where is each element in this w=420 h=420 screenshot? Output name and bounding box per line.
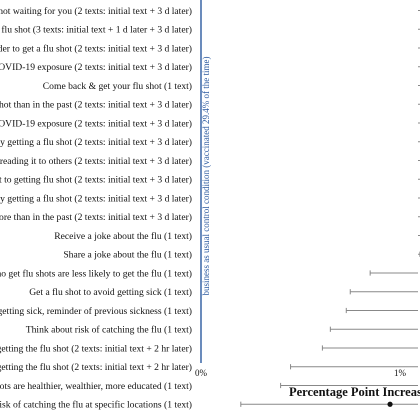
x-tick-label: 0%	[195, 368, 208, 378]
category-label: getting sick, reminder of previous sickn…	[0, 306, 192, 317]
category-label: Receive a joke about the flu (1 text)	[54, 231, 192, 242]
x-tick-label: 1%	[394, 368, 407, 378]
category-label: ninder to get a flu shot (2 texts: initi…	[0, 43, 192, 54]
control-condition-label: business as usual control condition (vac…	[201, 57, 211, 296]
category-label: hots are healthier, wealthier, more educ…	[0, 381, 192, 392]
category-label: getting the flu shot (2 texts: initial t…	[0, 362, 192, 373]
x-axis-ticks: 0%1%2%	[195, 368, 407, 378]
category-label: shot waiting for you (2 texts: initial t…	[0, 6, 192, 17]
category-label: getting the flu shot (2 texts: initial t…	[0, 343, 192, 354]
point-estimate	[387, 401, 393, 407]
category-label: preading it to others (2 texts: initial …	[0, 156, 192, 167]
category-label: Share a joke about the flu (1 text)	[63, 250, 192, 261]
category-label: by getting a flu shot (2 texts: initial …	[0, 137, 192, 148]
category-label: shot than in the past (2 texts: initial …	[0, 100, 192, 111]
category-label: Come back & get your flu shot (1 text)	[43, 81, 192, 92]
category-label: t flu shot (3 texts: initial text + 1 d …	[0, 25, 192, 36]
category-label: COVID-19 exposure (2 texts: initial text…	[0, 62, 192, 73]
category-label: ho get flu shots are less likely to get …	[0, 268, 192, 279]
category-label: nore than in the past (2 texts: initial …	[0, 212, 192, 223]
category-label: COVID-19 exposure (2 texts: initial text…	[0, 118, 192, 129]
estimates-and-intervals	[240, 10, 420, 407]
category-label: by getting a flu shot (2 texts: initial …	[0, 193, 192, 204]
category-label: Think about risk of catching the flu (1 …	[26, 325, 192, 336]
x-axis-label: Percentage Point Increase	[289, 385, 420, 399]
category-label: Get a flu shot to avoid getting sick (1 …	[29, 287, 192, 298]
category-label: it to getting flu shot (2 texts: initial…	[0, 175, 192, 186]
category-labels: shot waiting for you (2 texts: initial t…	[0, 6, 192, 411]
category-label: risk of catching the flu at specific loc…	[0, 400, 192, 411]
